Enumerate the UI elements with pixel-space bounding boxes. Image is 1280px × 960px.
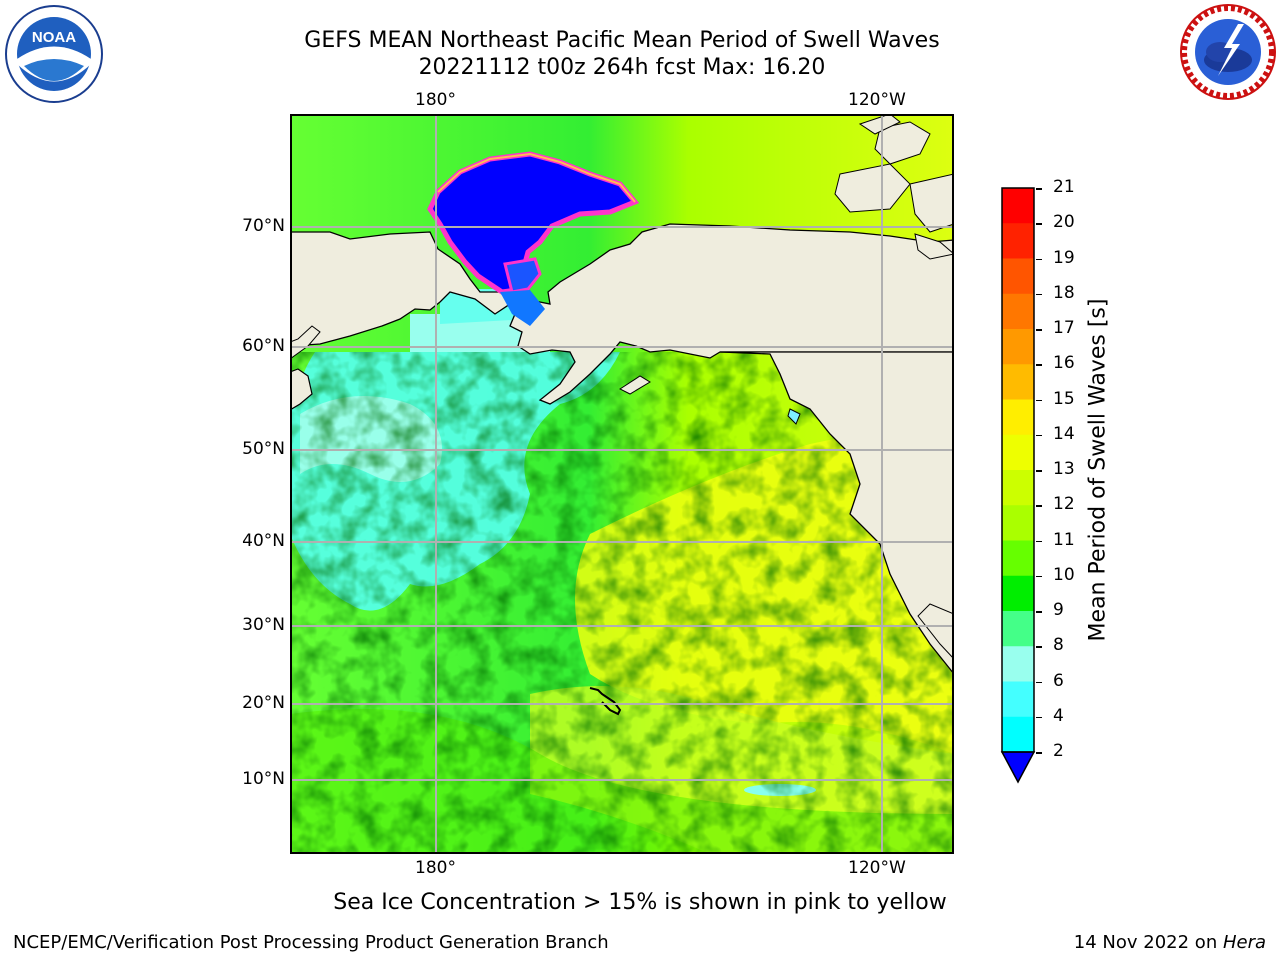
colorbar-tick-label: 2 xyxy=(1053,741,1064,761)
colorbar-tick-label: 12 xyxy=(1053,494,1075,515)
colorbar-bin xyxy=(1002,646,1034,682)
wave-period-map xyxy=(290,114,954,854)
colorbar-tick-mark xyxy=(1036,329,1042,331)
lat-label-10n: 10°N xyxy=(242,769,285,789)
colorbar-tick-mark xyxy=(1036,258,1042,260)
graticule xyxy=(290,114,954,854)
lat-label-70n: 70°N xyxy=(242,216,285,236)
colorbar-tick-label: 6 xyxy=(1053,670,1064,691)
colorbar-tick-label: 17 xyxy=(1053,318,1075,338)
colorbar-tick-mark xyxy=(1036,399,1042,401)
colorbar-bin xyxy=(1002,258,1034,295)
lon-label-top-180: 180° xyxy=(415,90,456,110)
colorbar-tick-mark xyxy=(1036,575,1042,578)
colorbar-bin xyxy=(1002,399,1034,436)
colorbar-tick-label: 21 xyxy=(1053,177,1075,197)
lat-label-30n: 30°N xyxy=(242,615,285,635)
colorbar-bin xyxy=(1002,575,1034,612)
colorbar-tick-mark xyxy=(1036,364,1042,366)
footer-machine: Hera xyxy=(1222,932,1266,953)
colorbar-tick-mark xyxy=(1036,293,1042,296)
colorbar-bin xyxy=(1002,329,1034,365)
colorbar-tick-mark xyxy=(1036,716,1042,719)
colorbar-tick-mark xyxy=(1036,470,1042,472)
colorbar-bin xyxy=(1002,434,1034,471)
colorbar-tick-mark xyxy=(1036,611,1042,613)
colorbar-bin xyxy=(1002,611,1034,647)
colorbar-tick-label: 10 xyxy=(1053,564,1075,585)
colorbar-tick-label: 16 xyxy=(1053,353,1075,374)
colorbar-tick-mark xyxy=(1036,540,1042,542)
lon-label-bottom-120w: 120°W xyxy=(848,858,906,878)
lat-label-40n: 40°N xyxy=(242,531,285,551)
colorbar-tick-mark xyxy=(1036,434,1042,437)
lat-label-20n: 20°N xyxy=(242,693,285,713)
colorbar-bin xyxy=(1002,470,1034,506)
colorbar-bin xyxy=(1002,540,1034,577)
footer-date: 14 Nov 2022 on Hera xyxy=(1074,932,1266,953)
colorbar xyxy=(1000,187,1036,784)
lon-label-top-120w: 120°W xyxy=(848,90,906,110)
colorbar-tick-mark xyxy=(1036,505,1042,507)
colorbar-tick-mark xyxy=(1036,681,1042,683)
colorbar-extend-triangle xyxy=(1000,751,1036,784)
colorbar-tick-label: 9 xyxy=(1053,600,1064,620)
lat-label-60n: 60°N xyxy=(242,336,285,356)
land-siberia xyxy=(290,231,518,347)
footer-credit: NCEP/EMC/Verification Post Processing Pr… xyxy=(13,932,609,953)
colorbar-tick-label: 13 xyxy=(1053,459,1075,479)
chart-subtitle: 20221112 t00z 264h fcst Max: 16.20 xyxy=(418,55,826,80)
colorbar-bin xyxy=(1002,188,1034,224)
noaa-logo: NOAA xyxy=(5,5,103,103)
colorbar-tick-label: 15 xyxy=(1053,388,1075,409)
colorbar-tick-mark xyxy=(1036,223,1042,225)
colorbar-tick-label: 19 xyxy=(1053,247,1075,268)
land-north-america xyxy=(719,351,954,676)
hawaii-islands xyxy=(589,687,622,716)
colorbar-tick-mark xyxy=(1036,188,1042,190)
colorbar-tick-mark xyxy=(1036,752,1042,754)
land-alaska xyxy=(508,223,954,405)
colorbar-tick-label: 11 xyxy=(1053,529,1075,550)
nws-logo xyxy=(1180,4,1276,100)
footer-date-text: 14 Nov 2022 on xyxy=(1073,932,1223,953)
colorbar-tick-label: 4 xyxy=(1053,705,1064,726)
colorbar-bin xyxy=(1002,223,1034,259)
colorbar-bin xyxy=(1002,293,1034,330)
chart-title: GEFS MEAN Northeast Pacific Mean Period … xyxy=(304,28,940,53)
colorbar-bin xyxy=(1002,364,1034,400)
lat-label-50n: 50°N xyxy=(242,439,285,459)
colorbar-bin xyxy=(1002,505,1034,541)
colorbar-tick-label: 14 xyxy=(1053,423,1075,444)
colorbar-tick-label: 8 xyxy=(1053,635,1064,656)
lon-label-bottom-180: 180° xyxy=(415,858,456,878)
sea-ice-caption: Sea Ice Concentration > 15% is shown in … xyxy=(333,890,947,915)
colorbar-bin xyxy=(1002,681,1034,718)
map-frame xyxy=(290,114,954,854)
colorbar-label: Mean Period of Swell Waves [s] xyxy=(1085,298,1111,642)
colorbar-bin xyxy=(1002,716,1034,753)
noaa-logo-text: NOAA xyxy=(32,29,76,46)
colorbar-tick-mark xyxy=(1036,646,1042,648)
colorbar-tick-label: 18 xyxy=(1053,282,1075,303)
colorbar-tick-label: 20 xyxy=(1053,212,1075,233)
land-kamchatka xyxy=(290,368,313,411)
